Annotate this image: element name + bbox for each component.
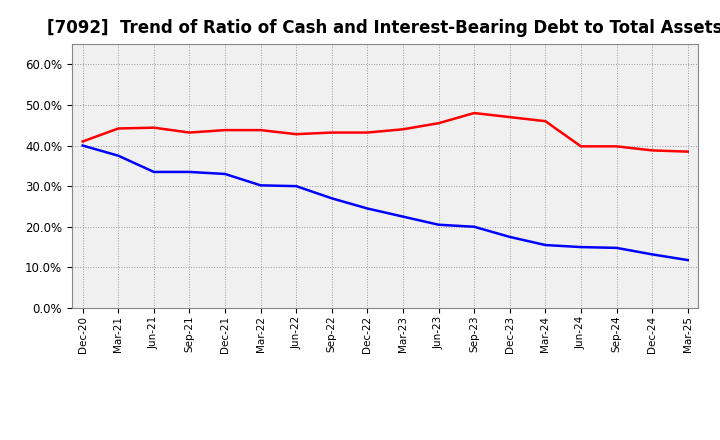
Cash <box>185 130 194 135</box>
Interest-Bearing Debt <box>541 242 549 248</box>
Cash <box>648 148 657 153</box>
Interest-Bearing Debt <box>648 252 657 257</box>
Cash <box>292 132 300 137</box>
Cash <box>434 121 443 126</box>
Cash <box>328 130 336 135</box>
Interest-Bearing Debt <box>612 245 621 250</box>
Cash <box>470 110 479 116</box>
Cash <box>221 128 230 133</box>
Interest-Bearing Debt <box>470 224 479 229</box>
Interest-Bearing Debt <box>328 196 336 201</box>
Cash <box>363 130 372 135</box>
Cash <box>256 128 265 133</box>
Interest-Bearing Debt <box>78 143 87 148</box>
Interest-Bearing Debt <box>434 222 443 227</box>
Interest-Bearing Debt <box>221 171 230 176</box>
Cash <box>399 127 408 132</box>
Cash <box>505 114 514 120</box>
Interest-Bearing Debt <box>399 214 408 219</box>
Cash <box>577 144 585 149</box>
Interest-Bearing Debt <box>577 245 585 250</box>
Cash <box>114 126 122 131</box>
Interest-Bearing Debt <box>505 234 514 239</box>
Interest-Bearing Debt <box>114 153 122 158</box>
Interest-Bearing Debt <box>292 183 300 189</box>
Line: Interest-Bearing Debt: Interest-Bearing Debt <box>83 146 688 260</box>
Cash <box>150 125 158 130</box>
Cash <box>541 118 549 124</box>
Interest-Bearing Debt <box>256 183 265 188</box>
Cash <box>683 149 692 154</box>
Interest-Bearing Debt <box>683 257 692 263</box>
Cash <box>612 144 621 149</box>
Title: [7092]  Trend of Ratio of Cash and Interest-Bearing Debt to Total Assets: [7092] Trend of Ratio of Cash and Intere… <box>48 19 720 37</box>
Interest-Bearing Debt <box>185 169 194 175</box>
Cash <box>78 139 87 144</box>
Interest-Bearing Debt <box>150 169 158 175</box>
Interest-Bearing Debt <box>363 206 372 211</box>
Line: Cash: Cash <box>83 113 688 152</box>
